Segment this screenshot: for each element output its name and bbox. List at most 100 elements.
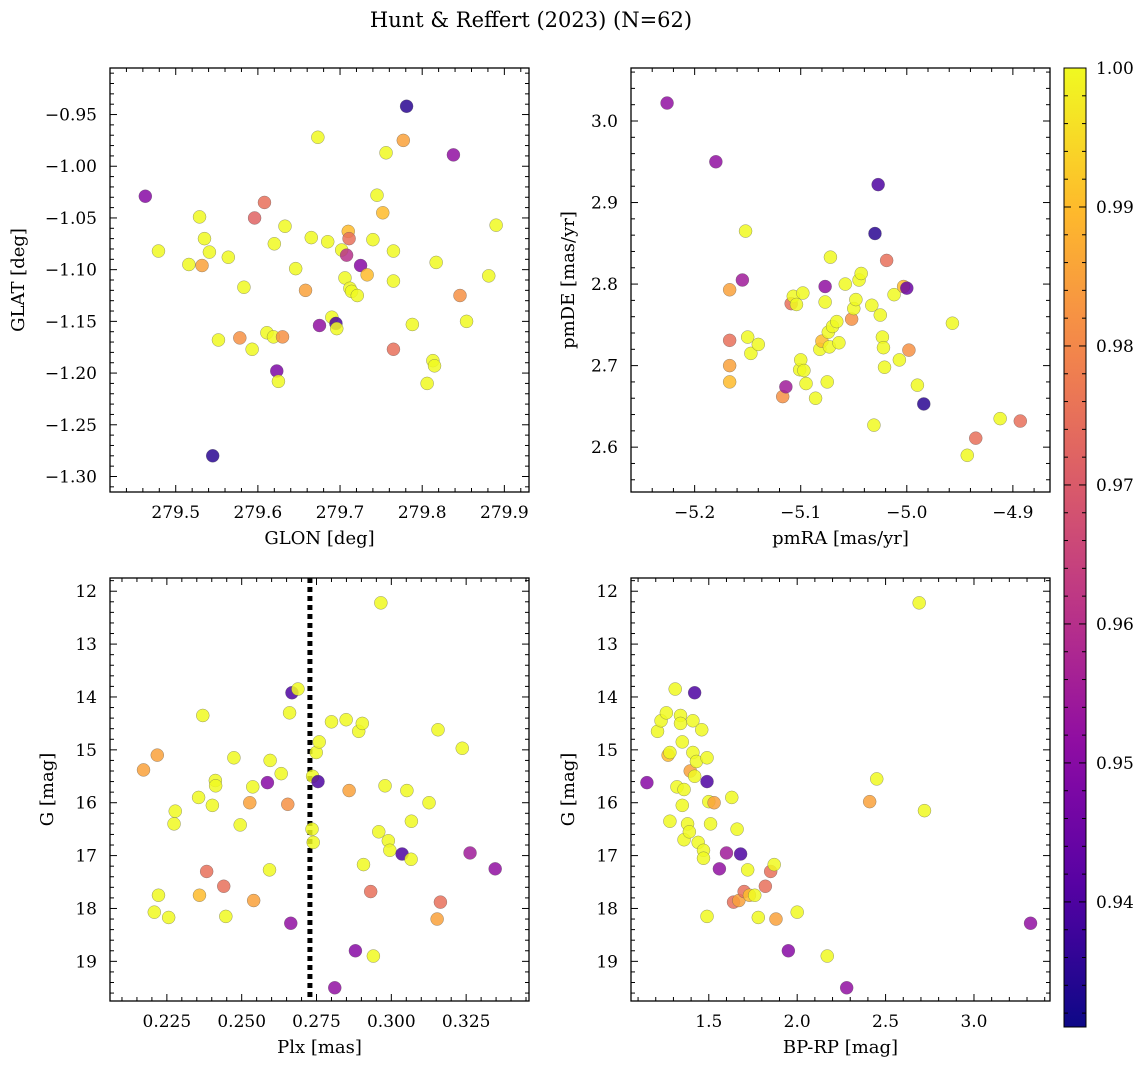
data-point: [328, 981, 342, 995]
data-point: [868, 226, 882, 241]
data-point: [404, 852, 418, 867]
panels: 279.5 279.6 279.7 279.8 279.9 −1.30 −1.25 −1.20…: [8, 67, 1051, 1058]
data-point: [427, 359, 442, 373]
data-point: [781, 944, 796, 958]
data-point: [873, 308, 888, 322]
data-point: [245, 342, 259, 357]
axes-frame: [109, 67, 530, 493]
colorbar-tick-label: 0.97: [1096, 476, 1134, 496]
y-tick-label: 12: [596, 582, 618, 602]
colorbar: 0.94 0.95 0.96 0.97 0.98 0.99 1.00: [1063, 59, 1134, 1028]
y-tick-label: 2.9: [591, 194, 618, 214]
y-axis-label: pmDE [mas/yr]: [558, 211, 579, 349]
x-axis-label: pmRA [mas/yr]: [772, 528, 909, 549]
data-point: [694, 723, 709, 737]
data-point: [282, 706, 297, 720]
data-point: [386, 244, 401, 258]
y-tick-label: 17: [596, 847, 618, 867]
data-point: [205, 449, 220, 463]
data-point: [168, 804, 182, 818]
data-point: [725, 790, 739, 805]
data-point: [751, 910, 766, 925]
x-tick-label: 0.225: [143, 1012, 192, 1032]
data-point: [353, 258, 368, 273]
data-point: [675, 798, 690, 813]
data-point: [459, 314, 474, 329]
data-point: [849, 292, 863, 307]
data-point: [854, 266, 868, 281]
data-point: [871, 177, 885, 192]
y-tick-label: 14: [596, 688, 618, 708]
figure-title: Hunt & Reffert (2023) (N=62): [370, 8, 692, 32]
data-point: [151, 888, 166, 902]
x-tick-label: 0.300: [367, 1012, 416, 1032]
x-tick-label: 1.5: [695, 1012, 722, 1032]
data-point: [311, 774, 325, 789]
data-point: [740, 330, 755, 344]
data-point: [733, 847, 748, 861]
colorbar-strip: [1063, 67, 1087, 1028]
y-tick-label: 17: [75, 847, 97, 867]
data-point: [877, 360, 892, 374]
x-tick-label: 0.250: [217, 1012, 266, 1032]
data-point: [191, 790, 206, 805]
y-tick-label: 16: [596, 794, 618, 814]
y-tick-label: −1.00: [45, 157, 97, 177]
data-point: [993, 411, 1007, 426]
data-point: [738, 224, 753, 238]
data-point: [275, 330, 290, 344]
data-point: [673, 716, 688, 731]
data-point: [192, 210, 207, 224]
data-point: [730, 822, 744, 836]
data-point: [481, 269, 496, 283]
data-point: [182, 257, 196, 272]
axes-frame: [109, 577, 530, 1002]
axes-frame: [630, 577, 1051, 1002]
colorbar-tick-label: 1.00: [1096, 59, 1134, 79]
y-tick-label: −1.30: [45, 467, 97, 487]
data-point: [707, 795, 721, 810]
data-point: [892, 353, 907, 367]
data-point: [820, 949, 834, 963]
panel-cmd: 1.5 2.0 2.5 3.0 12 13 14 15 16 17 18 19 BP-RP [mag] G…: [558, 577, 1051, 1058]
data-point: [227, 751, 241, 765]
points: [136, 596, 502, 995]
x-tick-label: 0.275: [292, 1012, 341, 1032]
data-point: [744, 346, 758, 361]
data-point: [305, 822, 319, 836]
data-point: [405, 317, 420, 332]
data-point: [876, 340, 891, 355]
data-point: [712, 862, 727, 876]
y-tick-label: −1.25: [45, 416, 97, 436]
data-point: [243, 795, 257, 810]
data-point: [150, 748, 165, 762]
data-point: [192, 888, 207, 902]
data-point: [879, 253, 894, 268]
data-point: [735, 273, 750, 287]
data-point: [312, 318, 327, 333]
data-point: [779, 380, 793, 394]
data-point: [370, 188, 384, 202]
data-point: [298, 283, 313, 298]
data-point: [396, 133, 411, 148]
data-point: [431, 723, 445, 737]
data-point: [422, 795, 436, 810]
data-point: [311, 130, 325, 145]
data-point: [867, 418, 881, 432]
data-point: [247, 211, 262, 225]
data-point: [659, 706, 674, 720]
data-point: [818, 295, 832, 309]
data-point: [320, 234, 335, 249]
data-point: [429, 255, 443, 270]
y-tick-label: −1.10: [45, 261, 97, 281]
data-point: [211, 333, 226, 347]
data-point: [136, 763, 151, 777]
x-axis-label: GLON [deg]: [264, 528, 374, 549]
y-axis-label: G [mag]: [37, 753, 58, 826]
data-point: [902, 343, 916, 357]
data-point: [233, 331, 247, 345]
x-tick-label: 3.0: [960, 1012, 987, 1032]
data-point: [675, 735, 690, 749]
y-axis-label: GLAT [deg]: [8, 228, 29, 332]
